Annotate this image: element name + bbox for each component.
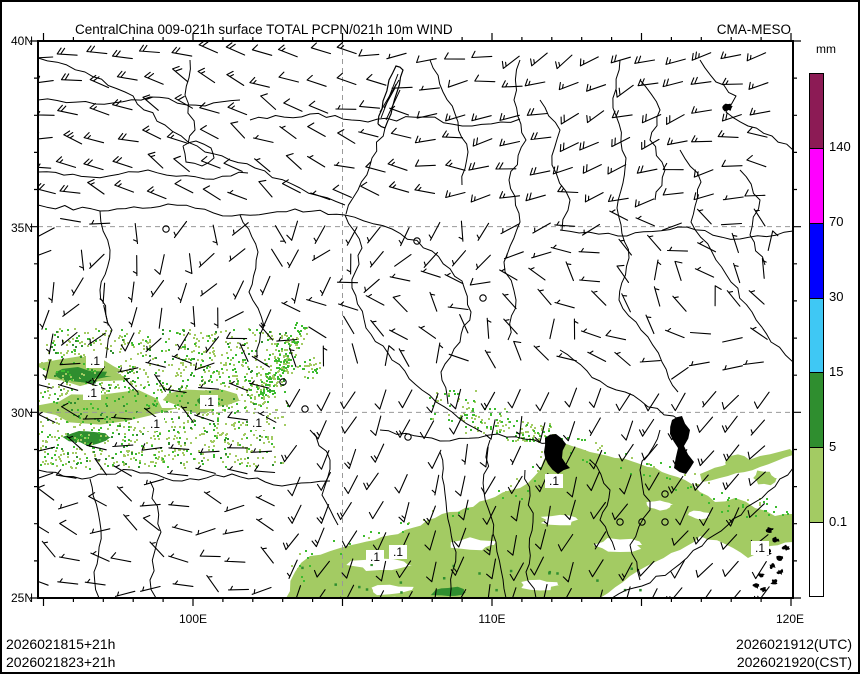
colorbar-value-0.1: 0.1 (829, 514, 848, 529)
plot-title: CentralChina 009-021h surface TOTAL PCPN… (75, 22, 453, 37)
colorbar-segment-0 (809, 73, 824, 148)
lat-label-30N: 30N (10, 406, 33, 420)
lat-label-40N: 40N (10, 34, 33, 48)
precip-contour-label: .1 (204, 395, 214, 409)
lon-label-110E: 110E (478, 612, 506, 626)
precip-contour-label: .1 (87, 386, 97, 400)
colorbar-value-140: 140 (829, 139, 851, 154)
precip-contour-label: .1 (393, 545, 403, 559)
lon-label-120E: 120E (775, 612, 805, 626)
valid-time-utc: 2026021912(UTC) (736, 636, 852, 652)
run-label-1: 2026021815+21h (6, 636, 116, 652)
colorbar-segment-6 (809, 522, 824, 597)
precip-contour-label: .1 (370, 550, 380, 564)
run-label-2: 2026021823+21h (6, 654, 116, 670)
precip-contour-label: .1 (150, 417, 160, 431)
lat-label-35N: 35N (10, 221, 33, 235)
colorbar-value-5: 5 (829, 439, 837, 454)
lat-label-25N: 25N (10, 591, 33, 605)
valid-time-cst: 2026021920(CST) (736, 654, 852, 670)
colorbar-segment-1 (809, 147, 824, 223)
colorbar-segment-5 (809, 447, 824, 523)
colorbar-value-70: 70 (829, 214, 844, 229)
colorbar-value-30: 30 (829, 289, 844, 304)
colorbar-segment-3 (809, 297, 824, 373)
lon-label-100E: 100E (178, 612, 208, 626)
colorbar-value-15: 15 (829, 364, 844, 379)
model-label: CMA-MESO (716, 22, 791, 37)
colorbar-segment-4 (809, 372, 824, 448)
precip-contour-label: .1 (755, 541, 765, 555)
precip-contour-label: .1 (549, 474, 559, 488)
colorbar-unit-label: mm (816, 42, 836, 56)
colorbar-segment-2 (809, 222, 824, 298)
precip-contour-label: .1 (252, 416, 262, 430)
precip-contour-label: .1 (90, 354, 100, 368)
